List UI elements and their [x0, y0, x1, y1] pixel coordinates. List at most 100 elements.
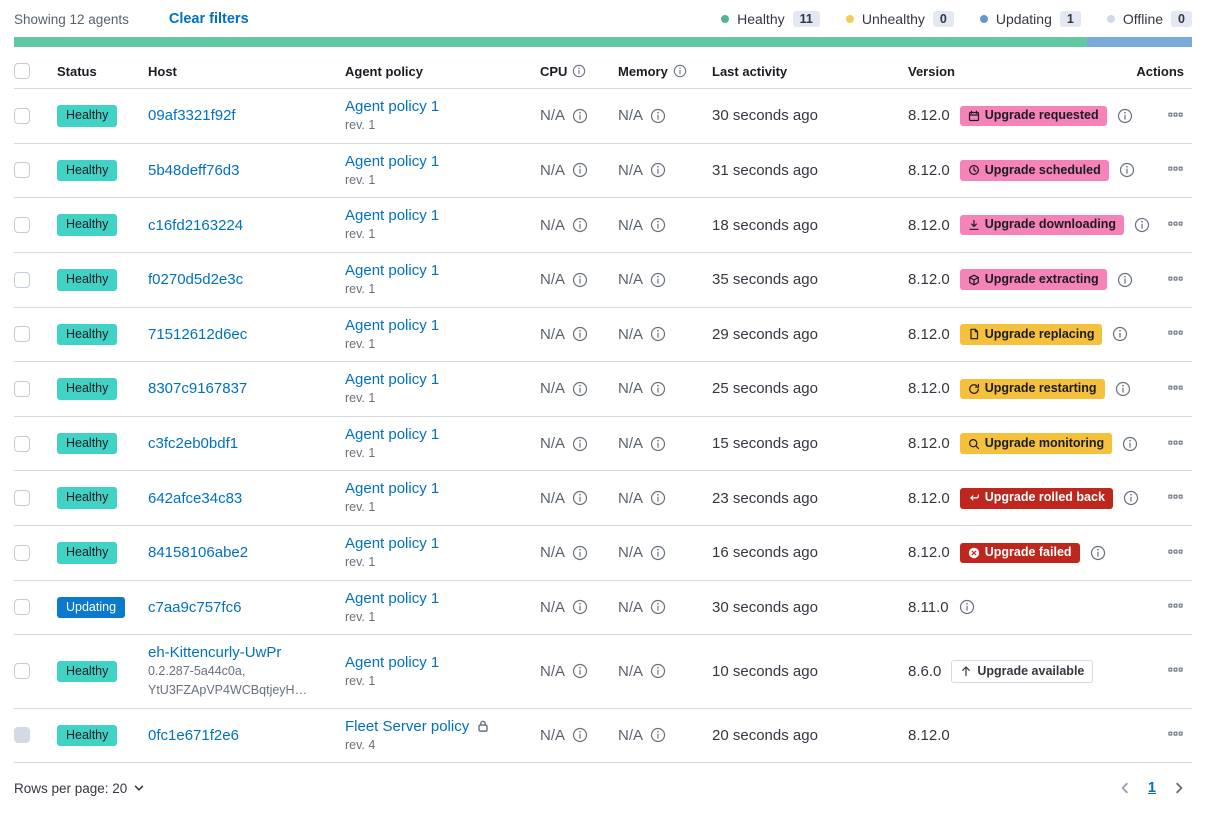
- info-icon[interactable]: [572, 108, 588, 124]
- host-link[interactable]: 642afce34c83: [148, 489, 243, 507]
- next-page-button[interactable]: [1172, 781, 1186, 795]
- memory-info-icon[interactable]: [673, 64, 687, 78]
- host-link[interactable]: 5b48deff76d3: [148, 161, 240, 179]
- last-activity-value: 10 seconds ago: [712, 662, 818, 680]
- host-link[interactable]: eh-Kittencurly-UwPr: [148, 644, 282, 662]
- host-link[interactable]: 71512612d6ec: [148, 325, 248, 343]
- info-icon[interactable]: [650, 545, 666, 561]
- upgrade-info-icon[interactable]: [1123, 490, 1139, 506]
- row-actions-button[interactable]: [1167, 215, 1184, 232]
- memory-value: N/A: [618, 380, 644, 398]
- row-checkbox[interactable]: [14, 435, 30, 452]
- info-icon: [572, 381, 588, 397]
- col-header-host: Host: [148, 55, 345, 89]
- row-actions-button[interactable]: [1167, 106, 1184, 123]
- row-actions-button[interactable]: [1167, 543, 1184, 560]
- row-checkbox[interactable]: [14, 162, 30, 179]
- row-checkbox[interactable]: [14, 599, 30, 616]
- select-all-checkbox[interactable]: [14, 63, 30, 79]
- info-icon[interactable]: [650, 436, 666, 452]
- info-icon[interactable]: [572, 663, 588, 679]
- info-icon[interactable]: [650, 663, 666, 679]
- agent-policy-link[interactable]: Agent policy 1: [345, 535, 440, 552]
- row-actions-button[interactable]: [1167, 488, 1184, 505]
- info-icon[interactable]: [650, 108, 666, 124]
- info-icon[interactable]: [650, 381, 666, 397]
- row-checkbox[interactable]: [14, 544, 30, 561]
- row-checkbox[interactable]: [14, 663, 30, 680]
- upgrade-info-icon[interactable]: [1117, 108, 1133, 124]
- info-icon[interactable]: [572, 162, 588, 178]
- row-actions-button[interactable]: [1167, 725, 1184, 742]
- info-icon[interactable]: [650, 326, 666, 342]
- row-checkbox[interactable]: [14, 380, 30, 397]
- info-icon[interactable]: [572, 599, 588, 615]
- agent-policy-link[interactable]: Agent policy 1: [345, 653, 440, 671]
- rows-per-page-button[interactable]: Rows per page: 20: [14, 781, 145, 796]
- cpu-info-icon[interactable]: [572, 64, 586, 78]
- host-link[interactable]: 0fc1e671f2e6: [148, 726, 239, 744]
- agent-policy-link[interactable]: Agent policy 1: [345, 98, 440, 115]
- agent-policy-link[interactable]: Agent policy 1: [345, 152, 440, 170]
- agent-policy-link[interactable]: Agent policy 1: [345, 207, 440, 225]
- agent-policy-link[interactable]: Agent policy 1: [345, 480, 440, 498]
- info-icon[interactable]: [650, 272, 666, 288]
- host-link[interactable]: f0270d5d2e3c: [148, 271, 244, 289]
- row-actions-button[interactable]: [1167, 324, 1184, 341]
- agent-policy-link[interactable]: Fleet Server policy: [345, 717, 470, 735]
- row-actions-button[interactable]: [1167, 270, 1184, 287]
- row-checkbox: [14, 727, 30, 744]
- row-actions-button[interactable]: [1167, 160, 1184, 177]
- upgrade-info-icon[interactable]: [1119, 162, 1135, 178]
- info-icon[interactable]: [650, 727, 666, 743]
- boxes-horizontal-icon: [1168, 107, 1183, 122]
- host-link[interactable]: 09af3321f92f: [148, 107, 236, 125]
- host-link[interactable]: 8307c9167837: [148, 380, 248, 398]
- host-link[interactable]: c16fd2163224: [148, 216, 244, 234]
- info-icon[interactable]: [650, 162, 666, 178]
- boxes-horizontal-icon: [1168, 161, 1183, 176]
- clear-filters-button[interactable]: Clear filters: [168, 11, 249, 27]
- info-icon[interactable]: [572, 490, 588, 506]
- agent-policy-link[interactable]: Agent policy 1: [345, 371, 440, 389]
- upgrade-info-icon[interactable]: [959, 599, 975, 615]
- host-link[interactable]: c3fc2eb0bdf1: [148, 435, 239, 453]
- row-checkbox[interactable]: [14, 107, 30, 124]
- row-actions-button[interactable]: [1167, 434, 1184, 451]
- page-1-button[interactable]: 1: [1147, 780, 1156, 797]
- upgrade-info-icon[interactable]: [1117, 272, 1133, 288]
- upgrade-info-icon[interactable]: [1090, 545, 1106, 561]
- agent-policy-link[interactable]: Agent policy 1: [345, 425, 440, 443]
- previous-page-button[interactable]: [1118, 781, 1132, 795]
- row-actions-button[interactable]: [1167, 597, 1184, 614]
- info-icon[interactable]: [572, 436, 588, 452]
- row-checkbox[interactable]: [14, 271, 30, 288]
- crossCircle-icon: [968, 547, 979, 559]
- info-icon[interactable]: [650, 490, 666, 506]
- upgrade-info-icon[interactable]: [1115, 381, 1131, 397]
- agent-policy-link[interactable]: Agent policy 1: [345, 589, 440, 607]
- row-actions-button[interactable]: [1167, 379, 1184, 396]
- upgrade-info-icon[interactable]: [1134, 217, 1150, 233]
- row-checkbox[interactable]: [14, 326, 30, 343]
- info-icon[interactable]: [572, 326, 588, 342]
- host-link[interactable]: c7aa9c757fc6: [148, 598, 242, 616]
- info-icon[interactable]: [650, 217, 666, 233]
- upgrade-info-icon[interactable]: [1112, 326, 1128, 342]
- info-icon[interactable]: [650, 599, 666, 615]
- agent-policy-link[interactable]: Agent policy 1: [345, 316, 440, 334]
- info-icon[interactable]: [572, 545, 588, 561]
- upgrade-info-icon[interactable]: [1122, 436, 1138, 452]
- boxes-icon: [1168, 167, 1183, 171]
- info-icon: [572, 436, 588, 451]
- agent-policy-link[interactable]: Agent policy 1: [345, 261, 440, 279]
- last-activity-value: 30 seconds ago: [712, 598, 818, 616]
- row-checkbox[interactable]: [14, 217, 30, 234]
- host-link[interactable]: 84158106abe2: [148, 544, 249, 562]
- info-icon[interactable]: [572, 272, 588, 288]
- info-icon[interactable]: [572, 381, 588, 397]
- row-actions-button[interactable]: [1167, 661, 1184, 678]
- row-checkbox[interactable]: [14, 490, 30, 507]
- info-icon[interactable]: [572, 217, 588, 233]
- info-icon[interactable]: [572, 727, 588, 743]
